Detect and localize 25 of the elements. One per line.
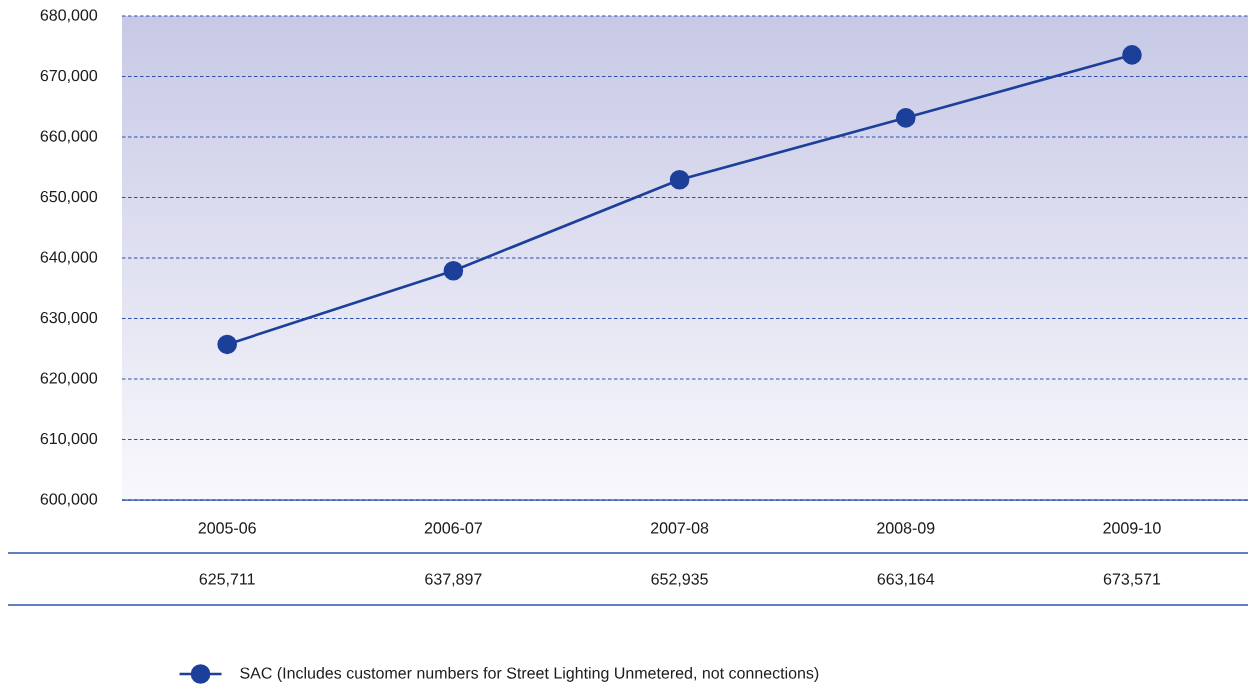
data-label: 625,711 — [199, 573, 255, 587]
data-label: 673,571 — [1103, 573, 1161, 587]
x-tick-label: 2006-07 — [424, 522, 482, 534]
y-tick-label: 680,000 — [40, 9, 98, 23]
y-tick-label: 610,000 — [40, 432, 98, 447]
y-tick-label: 670,000 — [40, 69, 98, 84]
data-label: 637,897 — [425, 573, 482, 587]
y-tick-label: 600,000 — [40, 493, 98, 507]
x-tick-label: 2007-08 — [651, 522, 709, 534]
data-label: 663,164 — [877, 573, 935, 587]
point — [669, 169, 690, 190]
y-tick-label: 650,000 — [40, 190, 98, 205]
y-tick-label: 640,000 — [40, 251, 98, 265]
x-tick-label: 2005-06 — [198, 522, 256, 534]
point — [443, 260, 464, 281]
y-tick-label: 630,000 — [40, 311, 98, 326]
x-tick-label: 2008-09 — [877, 522, 935, 534]
data-label: 652,935 — [651, 573, 708, 587]
legend-label: SAC (Includes customer numbers for Street Lighting Unmetered, not connections) — [240, 666, 819, 682]
point — [895, 108, 916, 128]
point — [1122, 45, 1142, 65]
y-tick-label: 660,000 — [40, 130, 98, 144]
x-tick-label: 2009-10 — [1103, 522, 1161, 534]
y-tick-label: 620,000 — [40, 372, 98, 386]
point — [217, 334, 237, 355]
